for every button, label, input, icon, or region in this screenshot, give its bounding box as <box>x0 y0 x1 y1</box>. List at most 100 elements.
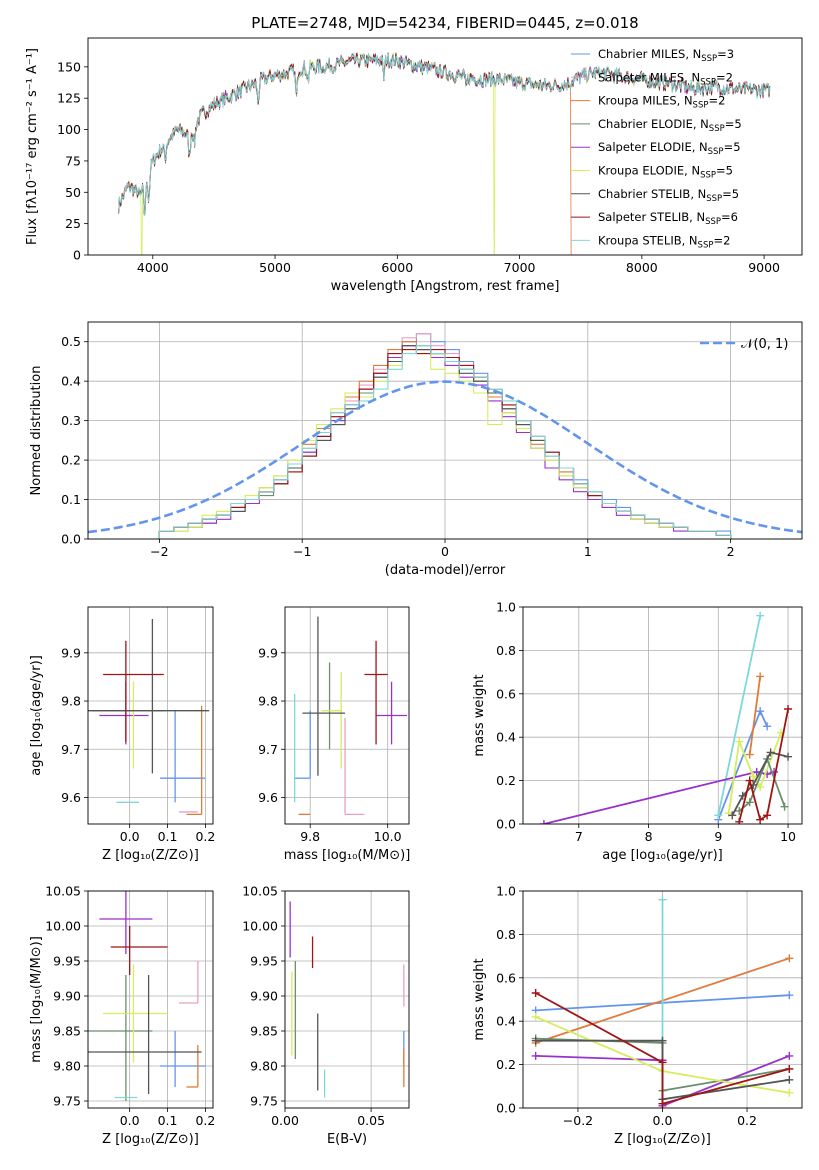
legend-count: =5 <box>716 164 733 178</box>
legend-label: Kroupa MILES, N <box>598 94 693 108</box>
y-tick-label: 9.7 <box>258 742 278 757</box>
legend-count: =2 <box>708 94 725 108</box>
plot-area-spectrum <box>118 51 771 255</box>
y-tick-label: 0.2 <box>496 773 516 788</box>
legend-subscript: SSP <box>693 101 709 111</box>
y-tick-label: 9.80 <box>53 1059 81 1074</box>
weight-marker <box>728 811 737 820</box>
legend-entry: Kroupa MILES, NSSP=2 <box>598 94 725 111</box>
y-tick-label: 9.95 <box>53 954 81 969</box>
plot-area-weight_vs_age <box>539 611 793 824</box>
legend-entry: Salpeter STELIB, NSSP=6 <box>598 210 738 227</box>
panel-age_vs_mass: 9.8 10.0 9.6 9.7 9.8 9.9 mass [log₁₀(M/M⊙)] <box>258 606 410 863</box>
legend-label: Kroupa ELODIE, N <box>598 164 700 178</box>
weight-marker <box>785 954 794 963</box>
legend-subscript: SSP <box>706 194 722 204</box>
weight-marker <box>756 815 765 824</box>
y-tick-label: 0 <box>73 248 81 263</box>
y-tick-label: 10.05 <box>45 884 81 899</box>
weight-marker <box>763 722 772 731</box>
y-tick-label: 1.0 <box>496 600 516 615</box>
y-tick-label: 9.7 <box>61 742 81 757</box>
legend-normal-label: 𝒩(0, 1) <box>741 337 788 352</box>
x-tick-label: 5000 <box>259 260 291 275</box>
axes-frame <box>284 890 410 1109</box>
plot-area-age_vs_mass <box>294 616 408 816</box>
y-axis-label: mass weight <box>472 674 487 756</box>
axes-frame <box>87 606 214 825</box>
x-tick-label: −1 <box>293 544 311 559</box>
legend-count: =3 <box>717 47 734 61</box>
plot-area-mass_vs_Z <box>88 891 206 1101</box>
legend-entry: Chabrier ELODIE, NSSP=5 <box>598 117 742 134</box>
y-tick-label: 75 <box>65 153 81 168</box>
y-tick-label: 0.2 <box>61 453 81 468</box>
weight-marker <box>531 1012 540 1021</box>
x-tick-label: 0.05 <box>357 1113 385 1128</box>
y-axis-label: mass weight <box>472 958 487 1040</box>
x-tick-label: 0.0 <box>120 1113 140 1128</box>
weight-series-1 <box>748 676 762 755</box>
x-tick-label: 4000 <box>137 260 169 275</box>
y-tick-label: 0.8 <box>496 643 516 658</box>
weight-series-2 <box>717 615 762 816</box>
y-axis-label: Normed distribution <box>29 366 44 496</box>
weight-marker <box>766 748 775 757</box>
x-tick-label: 8000 <box>626 260 658 275</box>
weight-marker <box>749 772 758 781</box>
weight-marker <box>756 707 765 716</box>
x-axis-label: wavelength [Angstrom, rest frame] <box>331 279 560 294</box>
x-tick-label: 9 <box>714 829 722 844</box>
x-axis-label: (data-model)/error <box>385 563 506 578</box>
axes-frame <box>87 890 214 1109</box>
legend-label: Kroupa STELIB, N <box>598 233 698 247</box>
legend-label: Salpeter STELIB, N <box>598 210 705 224</box>
plot-area-residuals <box>88 333 802 539</box>
weight-marker <box>658 1058 667 1067</box>
x-tick-label: −0.2 <box>563 1113 593 1128</box>
legend-count: =2 <box>716 70 733 84</box>
x-tick-label: 0.0 <box>653 1113 673 1128</box>
x-tick-label: 6000 <box>381 260 413 275</box>
legend-subscript: SSP <box>708 147 724 157</box>
y-tick-label: 0.4 <box>496 1014 516 1029</box>
x-axis-label: Z [log₁₀(Z/Z⊙)] <box>102 1132 199 1147</box>
legend-label: Chabrier MILES, N <box>598 47 701 61</box>
legend-count: =2 <box>713 233 730 247</box>
weight-marker <box>785 1075 794 1084</box>
legend-label: Salpeter MILES, N <box>598 70 700 84</box>
weight-series-7 <box>535 992 790 1105</box>
y-tick-label: 9.9 <box>61 645 81 660</box>
panel-age_vs_Z: 0.0 0.1 0.2 9.6 9.7 9.8 9.9 Z [log₁₀(Z/Z⊙)] age … <box>29 606 215 863</box>
normal-curve <box>88 380 802 534</box>
y-tick-label: 0.0 <box>496 817 516 832</box>
x-tick-label: 0.2 <box>737 1113 757 1128</box>
x-tick-label: 1 <box>584 544 592 559</box>
y-tick-label: 0.5 <box>61 334 81 349</box>
axes-frame <box>522 890 803 1109</box>
plot-area-mass_vs_ebv <box>289 901 405 1098</box>
y-tick-label: 9.75 <box>53 1094 81 1109</box>
plot-area-weight_vs_Z <box>531 895 794 1108</box>
y-tick-label: 9.75 <box>250 1094 278 1109</box>
legend-entry: Chabrier STELIB, NSSP=5 <box>598 187 739 204</box>
panel-residuals: −2 −1 0 1 2 0.0 0.1 0.2 0.3 0.4 0.5 (data-model)/er… <box>29 321 803 578</box>
weight-marker <box>785 1064 794 1073</box>
weight-marker <box>735 817 744 824</box>
x-tick-label: 0.2 <box>195 829 215 844</box>
weight-marker <box>780 802 789 811</box>
y-tick-label: 0.4 <box>496 730 516 745</box>
panel-weight_vs_age: 7 8 9 10 0.0 0.2 0.4 0.6 0.8 1.0 age [log₁₀(age/yr… <box>472 600 803 863</box>
x-tick-label: 7 <box>575 829 583 844</box>
x-tick-label: 0 <box>441 544 449 559</box>
spectrum-series-7 <box>118 52 771 214</box>
weight-marker <box>531 988 540 997</box>
y-tick-label: 9.90 <box>53 989 81 1004</box>
y-tick-label: 0.8 <box>496 927 516 942</box>
x-tick-label: 0.1 <box>158 1113 178 1128</box>
weight-marker <box>735 737 744 746</box>
weight-marker <box>745 776 754 785</box>
y-tick-label: 50 <box>65 185 81 200</box>
legend-count: =6 <box>721 210 738 224</box>
y-tick-label: 9.6 <box>258 790 278 805</box>
